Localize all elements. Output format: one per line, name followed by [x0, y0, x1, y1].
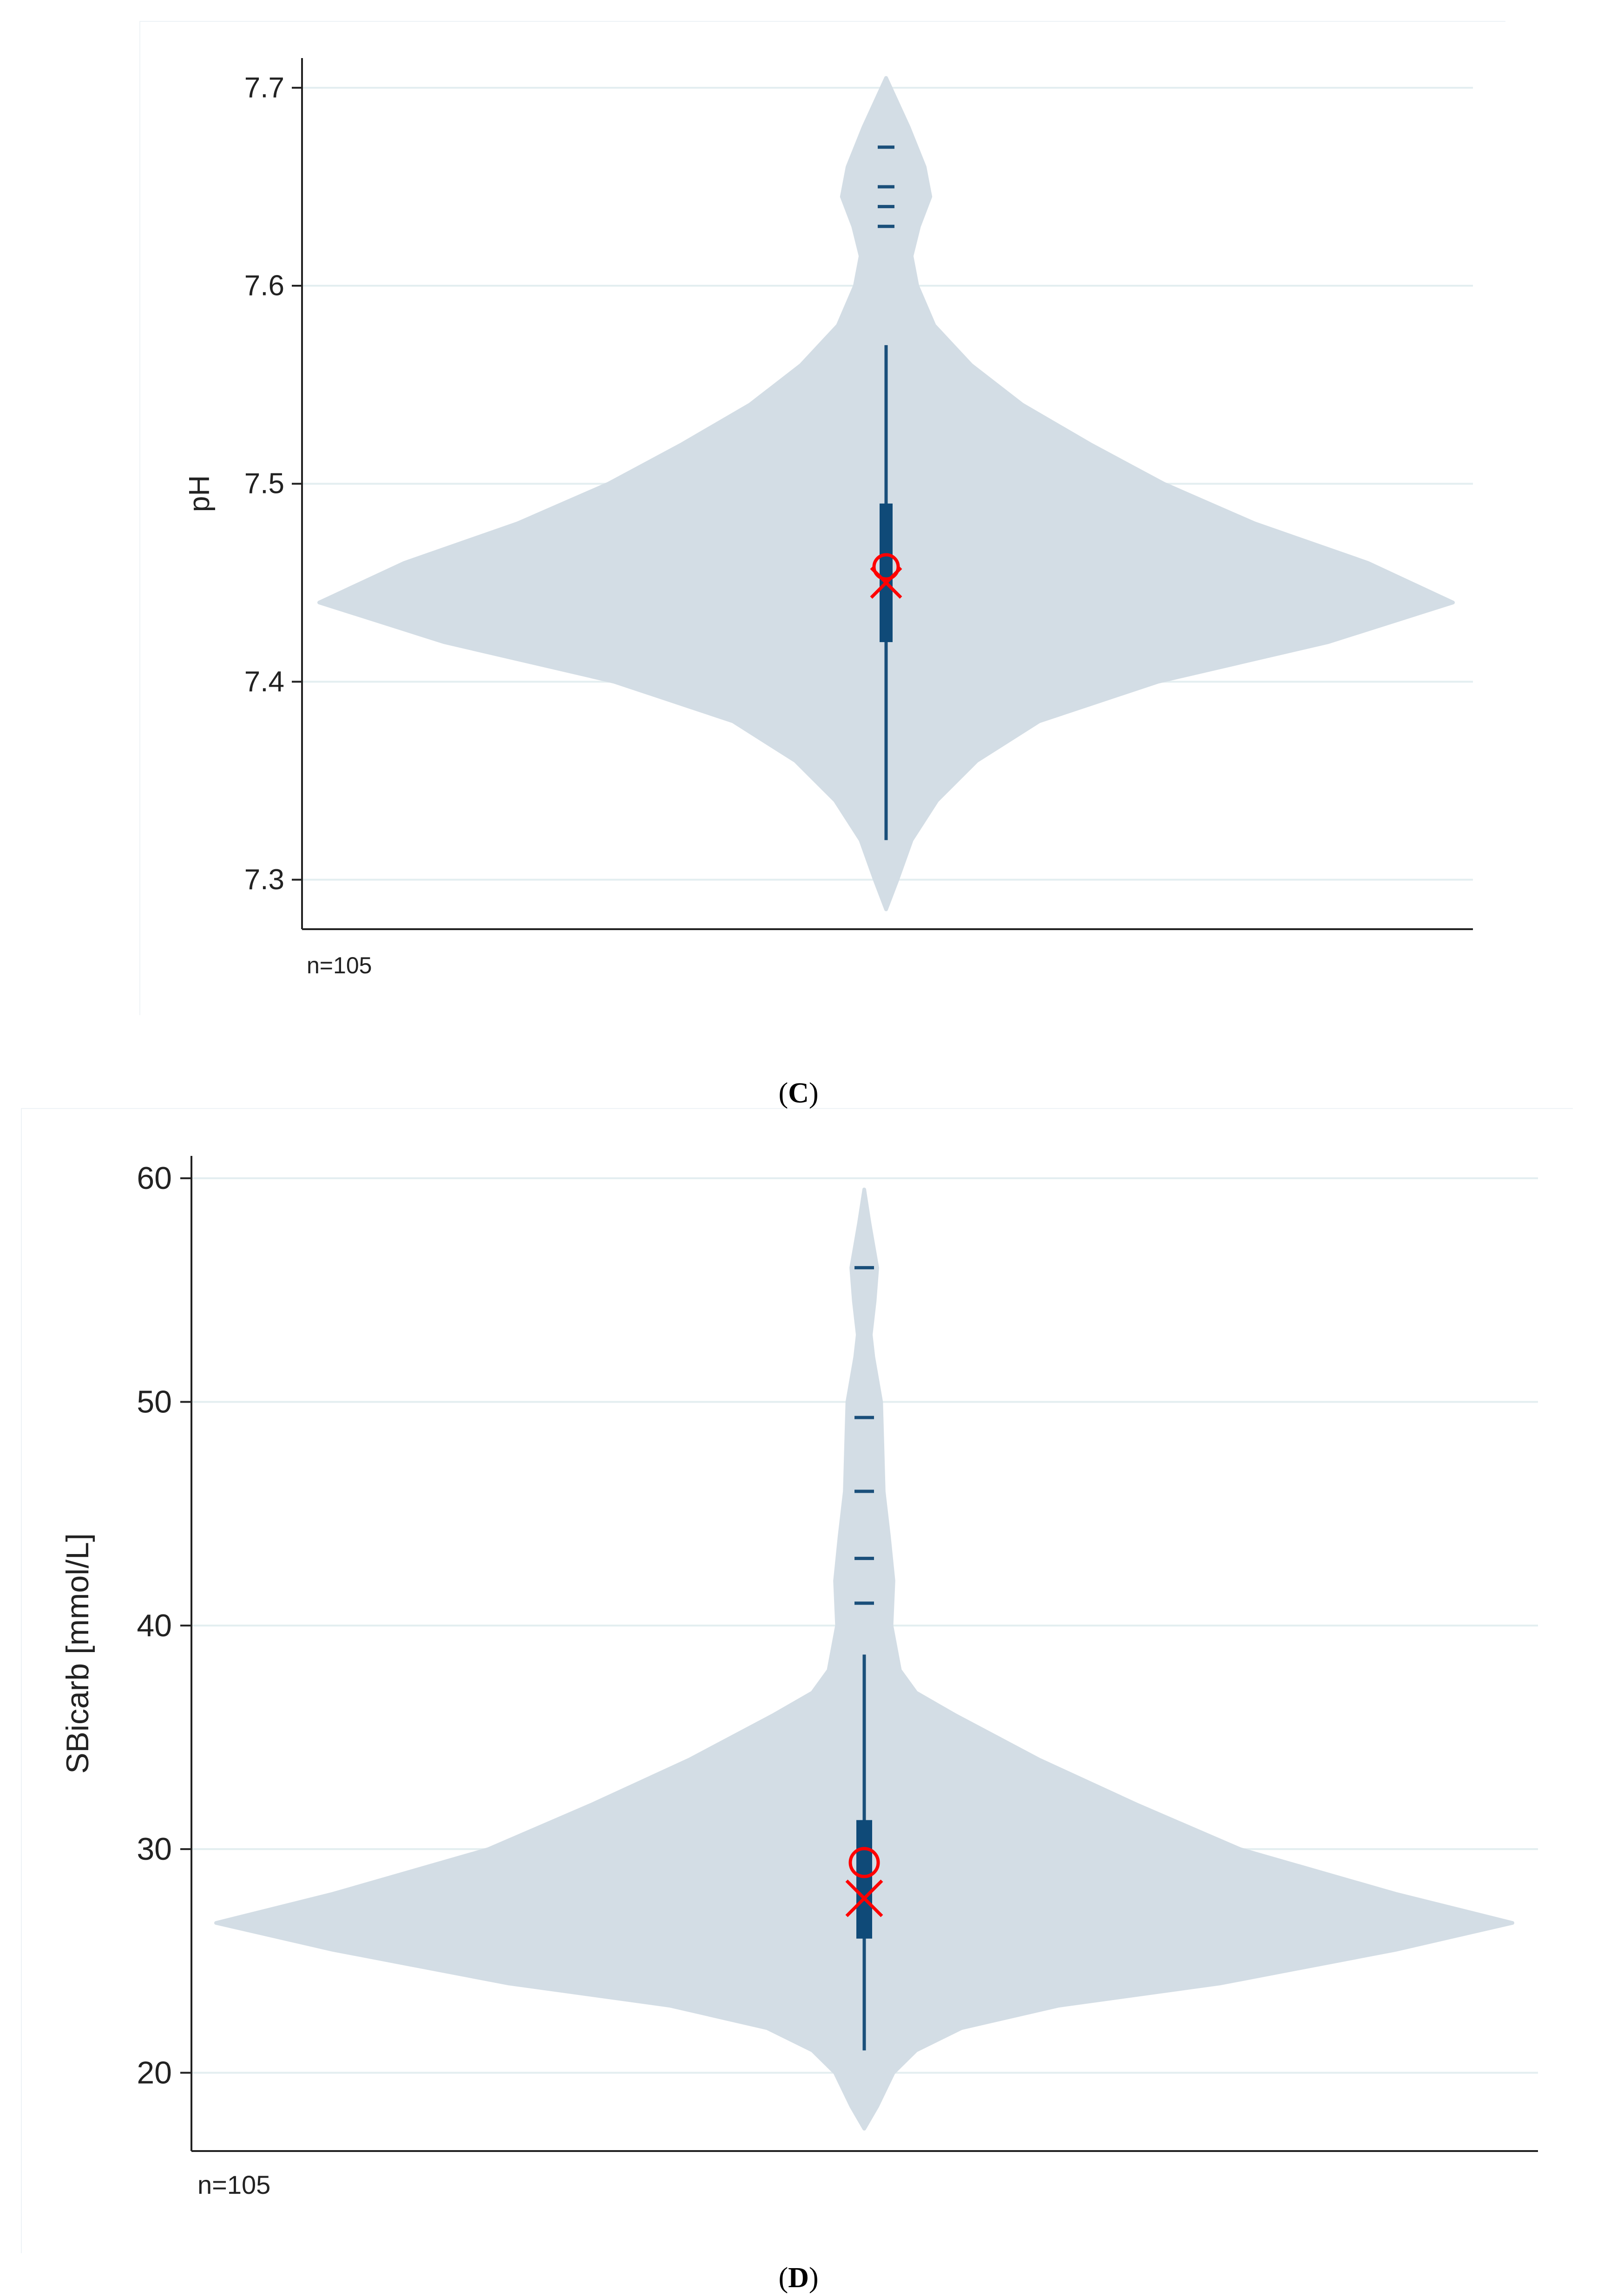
chart-panel-d: 20 30 40 50 60 SBicarb [mmol/L] n=105: [60, 1156, 1538, 2199]
panel-d-frame: [21, 1108, 1573, 2253]
sample-size-note-c: n=105: [307, 952, 372, 978]
chart-panel-c: 7.3 7.4 7.5 7.6 7.7 pH n=105: [184, 58, 1473, 978]
ytick-label-c-3: 7.6: [244, 270, 284, 302]
ytick-label-c-4: 7.7: [244, 72, 284, 104]
ytick-label-c-2: 7.5: [244, 468, 284, 500]
ytick-label-d-2: 40: [137, 1608, 172, 1643]
ytick-label-d-1: 30: [137, 1831, 172, 1867]
y-axis-title-d: SBicarb [mmol/L]: [60, 1533, 95, 1774]
iqr-box-c: [880, 503, 893, 643]
caption-panel-d: (D): [778, 2262, 819, 2294]
caption-panel-c: (C): [778, 1077, 819, 1109]
ytick-label-c-0: 7.3: [244, 864, 284, 896]
caption-d-letter: D: [788, 2262, 809, 2294]
mean-marker-c: [872, 553, 900, 581]
iqr-box-d: [856, 1820, 872, 1939]
median-marker-d: [845, 1879, 883, 1917]
ytick-label-d-3: 50: [137, 1384, 172, 1419]
y-axis-title-c: pH: [184, 475, 216, 512]
median-marker-d-stroke-2: [845, 1879, 883, 1917]
ytick-label-d-0: 20: [137, 2055, 172, 2091]
ytick-label-d-4: 60: [137, 1161, 172, 1196]
ytick-label-c-1: 7.4: [244, 666, 284, 698]
mean-marker-d: [848, 1847, 880, 1878]
sample-size-note-d: n=105: [197, 2170, 270, 2199]
panel-c-frame: [139, 21, 1505, 1015]
caption-c-letter: C: [788, 1077, 809, 1109]
